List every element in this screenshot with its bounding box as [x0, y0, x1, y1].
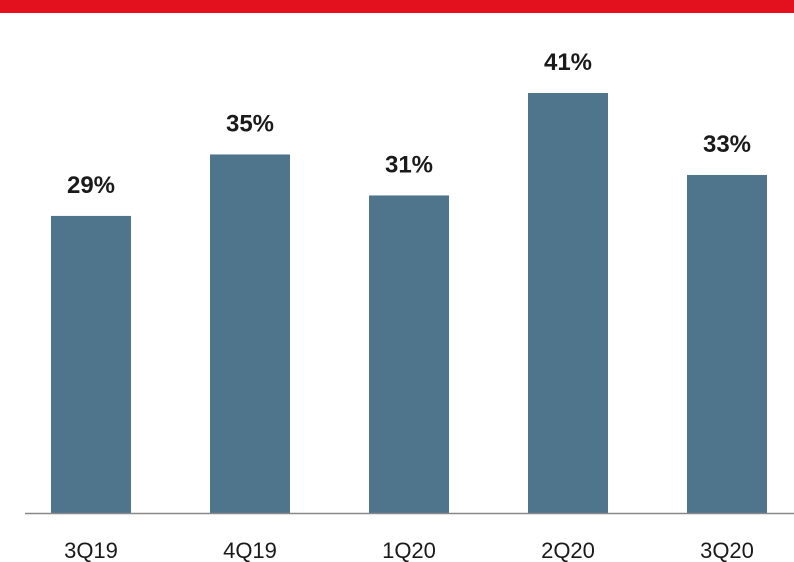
data-label-4Q19: 35% — [226, 110, 274, 137]
bar-series — [51, 93, 767, 514]
x-tick-label-3Q19: 3Q19 — [64, 538, 118, 562]
top-accent-bar — [0, 0, 794, 13]
x-tick-label-1Q20: 1Q20 — [382, 538, 436, 562]
data-label-2Q20: 41% — [544, 49, 592, 76]
data-label-1Q20: 31% — [385, 151, 433, 178]
x-tick-label-4Q19: 4Q19 — [223, 538, 277, 562]
bar-3Q20 — [687, 174, 767, 513]
x-axis-tick-labels: 3Q19 4Q19 1Q20 2Q20 3Q20 — [64, 538, 754, 562]
bar-4Q19 — [210, 154, 290, 513]
data-label-3Q19: 29% — [67, 172, 115, 199]
x-tick-label-3Q20: 3Q20 — [700, 538, 754, 562]
data-labels: 29% 35% 31% 41% 33% — [67, 49, 751, 199]
x-tick-label-2Q20: 2Q20 — [541, 538, 595, 562]
bar-1Q20 — [369, 195, 449, 513]
data-label-3Q20: 33% — [703, 131, 751, 158]
bar-2Q20 — [528, 93, 608, 513]
bar-3Q19 — [51, 215, 131, 514]
